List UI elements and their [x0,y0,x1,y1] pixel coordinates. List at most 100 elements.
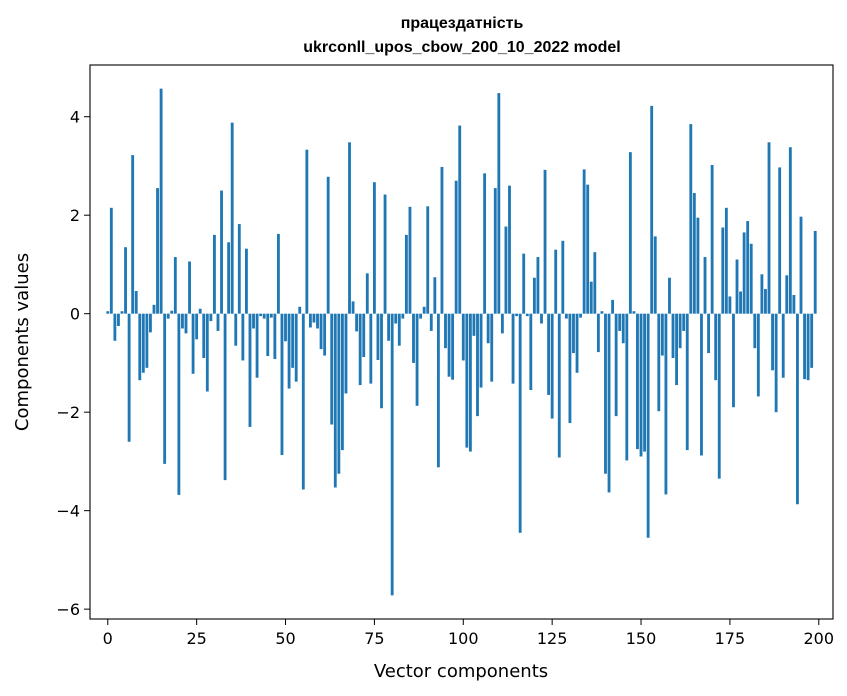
bar-102 [468,313,472,452]
bar-40 [248,313,252,427]
bar-51 [287,313,291,389]
bar-138 [596,313,600,353]
bar-19 [173,257,177,314]
bar-107 [486,313,490,344]
bar-49 [280,313,284,456]
bar-176 [732,313,735,408]
bar-15 [159,88,163,314]
bar-16 [163,313,167,464]
bar-188 [774,313,778,413]
bar-123 [543,169,547,314]
bar-2 [113,313,117,341]
bar-57 [308,313,312,328]
bar-34 [227,242,231,314]
bar-38 [241,313,245,361]
bar-8 [134,291,138,314]
bar-129 [564,313,568,319]
bar-130 [568,313,572,423]
plot-frame [89,64,834,620]
bar-11 [145,313,149,368]
bar-84 [404,234,408,314]
bar-121 [536,257,540,314]
bar-5 [124,247,127,314]
bar-149 [636,313,639,450]
bar-115 [515,313,519,317]
y-tick-label-4: 4 [70,108,80,127]
bar-36 [234,313,238,346]
bar-136 [589,281,593,314]
bar-28 [205,313,209,392]
bar-185 [764,289,767,314]
bar-96 [447,313,451,377]
bar-117 [522,253,526,314]
bar-30 [213,234,216,314]
bar-98 [454,180,458,314]
bar-187 [771,313,774,371]
x-tick-label-100: 100 [448,629,479,648]
bar-0 [106,311,110,314]
bar-110 [497,93,501,314]
x-tick-label-150: 150 [626,629,657,648]
bar-99 [458,125,462,314]
bar-43 [259,313,263,317]
bar-104 [476,313,479,417]
bar-105 [479,313,483,388]
bar-184 [760,274,764,314]
bar-146 [625,313,629,461]
bar-132 [575,313,579,373]
bar-71 [358,313,362,386]
chart-title-line-2: ukrconll_upos_cbow_200_10_2022 model [303,39,620,56]
bar-133 [579,313,583,318]
bar-63 [330,313,334,425]
bar-3 [117,313,120,326]
bar-147 [628,152,632,314]
bar-116 [518,313,522,533]
bar-79 [387,313,391,341]
bar-50 [284,313,287,342]
bar-167 [700,313,703,456]
bar-39 [245,248,248,314]
bar-161 [678,313,682,349]
bar-100 [461,313,465,361]
bar-193 [792,294,796,314]
x-tick-label-75: 75 [364,629,384,648]
bar-91 [429,313,433,331]
x-tick-label-200: 200 [804,629,835,648]
bar-127 [557,313,561,458]
bar-181 [749,243,753,314]
bar-158 [668,277,671,314]
bar-66 [340,313,344,451]
bar-83 [401,313,405,319]
bar-142 [611,299,615,314]
bar-198 [810,313,814,368]
bar-148 [632,311,636,314]
bar-114 [511,313,515,384]
bar-95 [444,313,447,349]
bar-72 [362,313,366,358]
bar-106 [483,173,487,314]
bar-97 [451,313,455,380]
bar-33 [223,313,227,481]
bar-118 [525,313,529,317]
bar-10 [141,313,145,373]
bar-196 [803,313,806,380]
bar-22 [184,313,188,334]
y-axis: −6 −4 −2 0 2 4 [56,108,90,619]
bar-186 [767,142,771,314]
y-tick-label--4: −4 [56,502,80,521]
bar-174 [724,207,728,314]
bar-77 [380,313,383,409]
bar-series [106,88,817,596]
bar-4 [120,311,124,314]
bar-13 [152,304,156,314]
chart-title-line-1: працездатність [401,15,524,32]
bar-112 [504,226,508,314]
x-tick-label-125: 125 [537,629,568,648]
bar-56 [305,149,309,314]
bar-32 [220,190,223,314]
bar-109 [493,188,497,314]
bar-94 [440,166,444,314]
bar-92 [433,277,437,314]
bar-86 [412,313,415,363]
